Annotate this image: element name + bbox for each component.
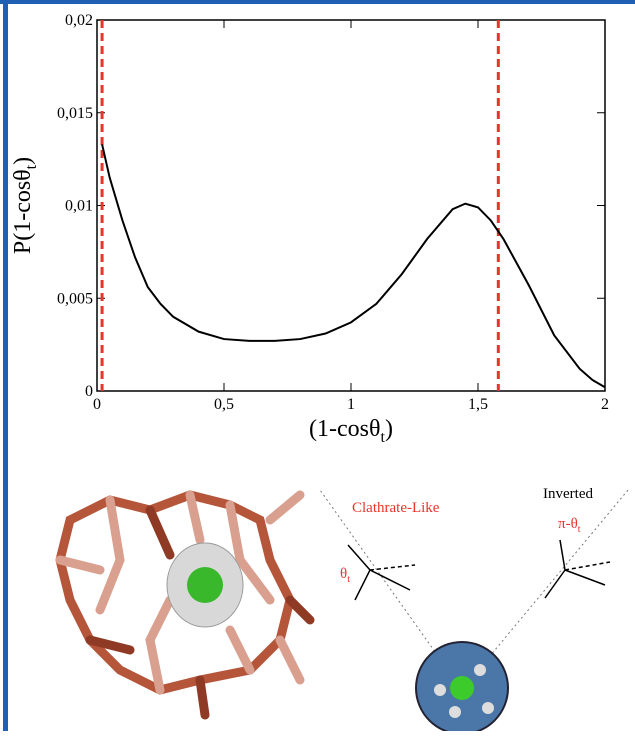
pi-theta-label: π-θt: [558, 516, 581, 535]
y-tick-label: 0,01: [65, 198, 93, 215]
left-border: [3, 4, 8, 731]
y-tick-label: 0: [85, 383, 93, 400]
top-border: [0, 0, 635, 4]
data-line: [102, 144, 605, 387]
theta-label: θt: [340, 566, 350, 585]
x-tick-label: 0: [93, 396, 101, 413]
x-tick-label: 0,5: [214, 396, 234, 413]
y-tick-label: 0,005: [57, 290, 93, 307]
figure: Clathrate-Like Inverted θt π-θt 00,511,5…: [0, 0, 635, 731]
carbon-atom: [187, 567, 223, 603]
y-label: P(1-cosθt): [10, 157, 40, 254]
arrows-left: [348, 545, 415, 600]
label-tail: ): [385, 416, 393, 442]
x-label: (1-cosθt): [309, 416, 393, 446]
label-main: (1-cosθ: [309, 416, 380, 442]
label-tail: ): [10, 157, 36, 165]
x-tick-label: 2: [601, 396, 609, 413]
y-tick-label: 0,02: [65, 12, 93, 29]
theta-base: θ: [340, 566, 347, 582]
x-tick-label: 1,5: [468, 396, 488, 413]
y-tick-label: 0,015: [57, 105, 93, 122]
pi-theta-sub: t: [578, 524, 581, 535]
clathrate-label: Clathrate-Like: [352, 500, 440, 516]
plot-frame: [97, 20, 605, 391]
label-main: P(1-cosθ: [10, 169, 36, 254]
illustration: Clathrate-Like Inverted θt π-θt: [60, 486, 628, 731]
arrows-right: [545, 540, 610, 598]
theta-sub: t: [347, 574, 350, 585]
carbon-atom: [450, 676, 474, 700]
inverted-label: Inverted: [543, 486, 593, 502]
x-tick-label: 1: [347, 396, 355, 413]
pi-theta-base: π-θ: [558, 516, 578, 532]
